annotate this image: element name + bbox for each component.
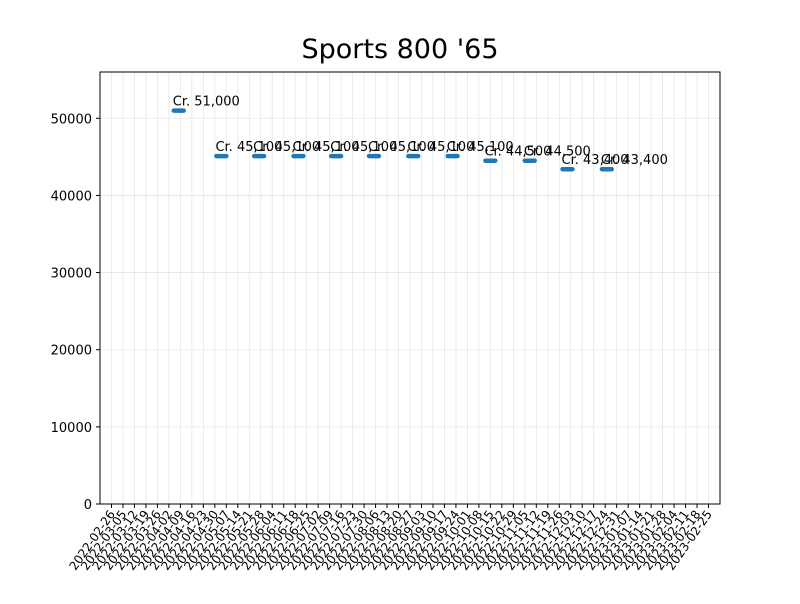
chart-title: Sports 800 '65 (301, 34, 499, 65)
x-axis: 2022-02-262022-03-052022-03-122022-03-19… (66, 504, 715, 573)
data-label: Cr. 51,000 (173, 95, 240, 110)
y-tick-label: 50000 (51, 112, 92, 127)
y-axis: 0 10000 20000 30000 40000 50000 (51, 112, 100, 513)
data-label: Cr. 45,100 (447, 140, 514, 155)
data-label: Cr. 43,400 (601, 153, 668, 168)
y-tick-label: 40000 (51, 189, 92, 204)
data-label: Cr. 44,500 (524, 145, 591, 160)
data-label: Cr. 43,400 (562, 153, 629, 168)
series-layer (171, 108, 614, 172)
data-label: Cr. 45,100 (253, 140, 320, 155)
y-tick-label: 10000 (51, 421, 92, 436)
data-label: Cr. 45,100 (368, 140, 435, 155)
data-label: Cr. 45,100 (215, 140, 282, 155)
y-tick-label: 0 (84, 498, 92, 513)
data-label: Cr. 45,100 (407, 140, 474, 155)
y-tick-label: 20000 (51, 344, 92, 359)
grid-layer (100, 72, 720, 505)
y-tick-label: 30000 (51, 267, 92, 282)
data-label: Cr. 45,100 (330, 140, 397, 155)
data-label: Cr. 44,500 (484, 145, 551, 160)
data-label: Cr. 45,100 (293, 140, 360, 155)
